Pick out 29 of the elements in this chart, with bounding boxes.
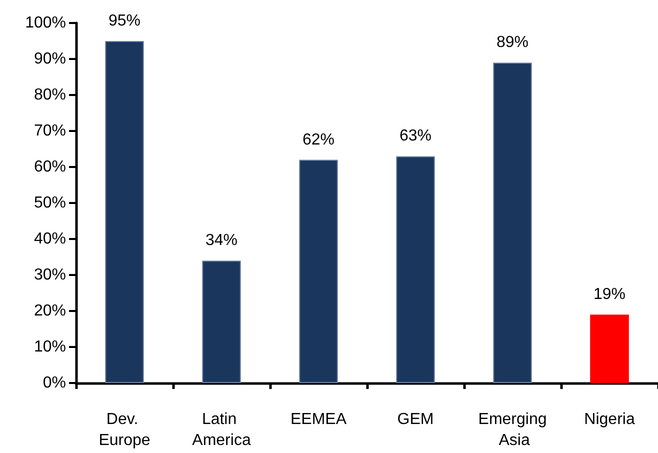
y-tick-label: 10% — [34, 338, 66, 356]
x-tick-label: Dev. Europe — [98, 411, 150, 449]
bar — [299, 160, 338, 383]
y-tick-label: 90% — [34, 50, 66, 68]
bar — [396, 156, 435, 383]
bar — [590, 314, 629, 383]
x-tick-label: Latin America — [192, 411, 251, 449]
y-tick-label: 80% — [34, 86, 66, 104]
y-tick-label: 100% — [25, 14, 66, 32]
y-tick-label: 70% — [34, 122, 66, 140]
y-tick-label: 20% — [34, 302, 66, 320]
bar — [493, 62, 532, 383]
data-label: 95% — [108, 12, 141, 30]
data-label: 62% — [302, 131, 335, 148]
x-tick-label: Nigeria — [584, 411, 635, 428]
y-tick-label: 40% — [34, 230, 66, 248]
data-label: 89% — [496, 34, 529, 52]
x-tick-label: EEMEA — [290, 411, 347, 428]
y-tick-label: 50% — [34, 194, 66, 212]
data-label: 63% — [399, 128, 432, 145]
data-label: 19% — [593, 286, 626, 304]
data-label: 34% — [205, 232, 238, 250]
y-tick-label: 30% — [34, 266, 66, 284]
y-tick-label: 60% — [34, 158, 66, 176]
bar — [105, 41, 144, 383]
y-tick-label: 0% — [42, 374, 66, 392]
x-tick-label: GEM — [397, 411, 434, 428]
bar — [202, 260, 241, 383]
x-tick-label: Emerging Asia — [478, 411, 547, 449]
